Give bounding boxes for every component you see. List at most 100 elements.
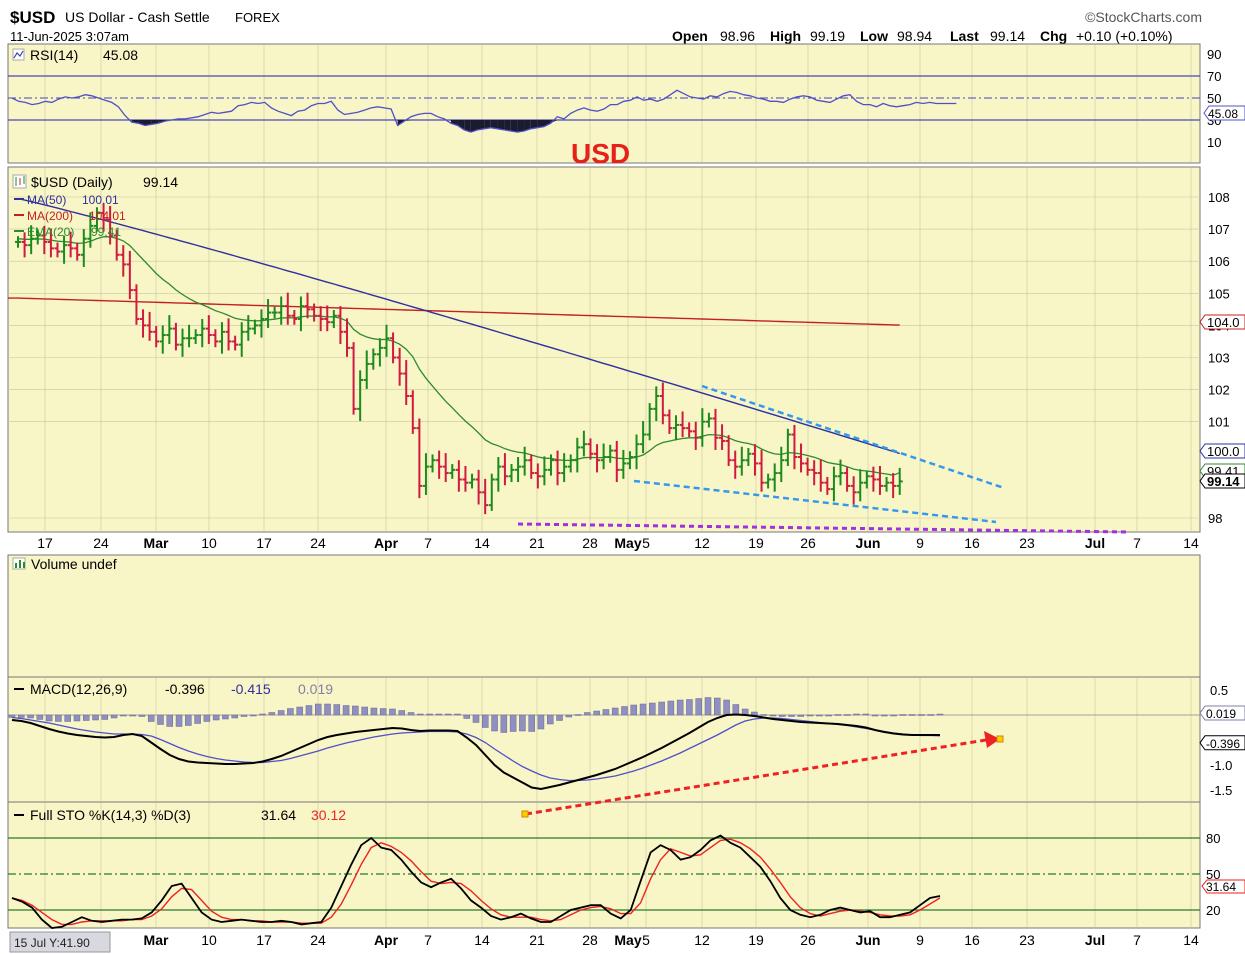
macd-line <box>11 713 940 791</box>
chg-value: +0.10 (+0.10%) <box>1076 28 1173 44</box>
date-tick-label: 24 <box>310 535 326 551</box>
macd-histogram-bar <box>621 706 628 716</box>
macd-histogram-bar <box>426 713 433 716</box>
date-tick-label: 17 <box>256 932 272 948</box>
price-bar <box>28 225 35 255</box>
macd-tag-text: -0.396 <box>1206 737 1240 751</box>
date-tick-label: 10 <box>201 932 217 948</box>
macd-histogram-bar <box>611 707 619 716</box>
macd-histogram-bar <box>602 709 610 716</box>
price-bar <box>179 328 186 357</box>
price-bar <box>804 457 811 476</box>
date-tick-label: Jul <box>1085 535 1105 551</box>
macd-histogram-bar <box>862 713 870 716</box>
ma200-tag: 104.0 <box>1199 314 1245 330</box>
price-bar <box>455 460 462 492</box>
macd-histogram-bar <box>658 701 665 716</box>
macd-histogram-bar <box>519 714 526 732</box>
rsi-last-label: 45.08 <box>1203 105 1245 121</box>
rsi-oversold-segment <box>544 120 551 127</box>
price-bar <box>442 453 449 483</box>
price-bar <box>607 444 614 463</box>
date-tick-label: 28 <box>582 535 598 551</box>
price-bar <box>857 469 864 502</box>
open-label: Open <box>672 28 708 44</box>
date-tick-label: 7 <box>424 535 432 551</box>
date-tick-label: 23 <box>1019 535 1035 551</box>
rsi-oversold-segment <box>450 120 458 126</box>
price-bar <box>186 324 193 348</box>
rsi-legend-icon-line <box>13 50 24 59</box>
macd-histogram-bar <box>927 714 934 716</box>
price-bar <box>844 467 851 492</box>
macd-histogram-bar <box>825 714 832 717</box>
rsi-oversold-segment <box>524 120 531 131</box>
price-bars <box>15 203 903 515</box>
price-bar <box>567 454 574 473</box>
rsi-oversold-fill <box>131 120 558 133</box>
price-legend: $USD (Daily) 99.14 MA(50) 100.01 MA(200)… <box>12 174 178 239</box>
chg-label: Chg <box>1040 28 1067 44</box>
macd-histogram-bar <box>881 714 888 717</box>
macd-histogram-bar <box>185 714 192 726</box>
macd-histogram-bar <box>871 714 879 717</box>
price-bar <box>824 476 831 495</box>
price-bar <box>330 309 337 328</box>
price-bar <box>475 469 482 505</box>
macd-signal-legend-value: -0.415 <box>231 681 271 697</box>
low-value: 98.94 <box>897 28 932 44</box>
date-tick-label: May <box>614 535 641 551</box>
macd-histogram-bar <box>723 699 730 716</box>
trendlines <box>517 384 1129 534</box>
macd-histogram-bar <box>843 714 851 716</box>
high-label: High <box>770 28 801 44</box>
price-bar <box>574 437 581 473</box>
date-tick-label: Jun <box>856 535 881 551</box>
price-bar <box>376 338 383 367</box>
price-bar <box>317 306 324 332</box>
price-bar <box>409 390 416 434</box>
price-panel-frame <box>7 166 1201 533</box>
rsi-oversold-segment <box>464 120 471 133</box>
price-bar <box>87 212 94 248</box>
macd-divergence-arrow <box>521 731 1004 818</box>
macd-histogram-bar <box>250 714 257 717</box>
price-y-ticks: 10810710610510410310210198 <box>1208 190 1230 526</box>
price-bar <box>232 335 239 351</box>
macd-histogram-bar <box>287 708 294 716</box>
macd-histogram-bar <box>546 714 554 725</box>
rsi-y-tick: 50 <box>1207 91 1221 106</box>
price-bar <box>205 315 212 345</box>
price-bar <box>449 464 456 479</box>
price-bar <box>350 342 357 415</box>
date-tick-label: Jun <box>856 932 881 948</box>
macd-histogram-bar <box>352 705 359 716</box>
macd-histogram-bar <box>500 714 508 733</box>
price-y-tick: 106 <box>1208 254 1230 269</box>
macd-histogram-bar <box>435 713 443 716</box>
price-bar <box>133 284 140 325</box>
datetime: 11-Jun-2025 3:07am <box>10 29 129 44</box>
price-bar <box>462 465 469 492</box>
price-bar <box>311 303 318 322</box>
price-bar <box>172 322 179 351</box>
price-bar <box>830 466 837 502</box>
price-bar <box>771 463 778 492</box>
exchange: FOREX <box>235 10 280 25</box>
macd-histogram-bar <box>407 712 415 716</box>
ma50-tag: 100.0 <box>1199 443 1245 459</box>
date-tick-label: 14 <box>1183 535 1199 551</box>
price-y-tick: 108 <box>1208 190 1230 205</box>
date-tick-label: 23 <box>1019 932 1035 948</box>
price-bar <box>153 326 160 348</box>
price-bar <box>521 446 528 476</box>
macd-y-tick: -1.5 <box>1210 783 1232 798</box>
price-bar <box>850 476 857 505</box>
date-tick-label: 26 <box>800 535 816 551</box>
date-tick-label: 9 <box>916 932 924 948</box>
macd-histogram-bar <box>630 704 638 716</box>
sto-k-legend-value: 31.64 <box>261 807 296 823</box>
macd-histogram-bar <box>55 714 62 722</box>
price-bar <box>738 446 745 476</box>
macd-histogram-bar <box>778 714 786 717</box>
